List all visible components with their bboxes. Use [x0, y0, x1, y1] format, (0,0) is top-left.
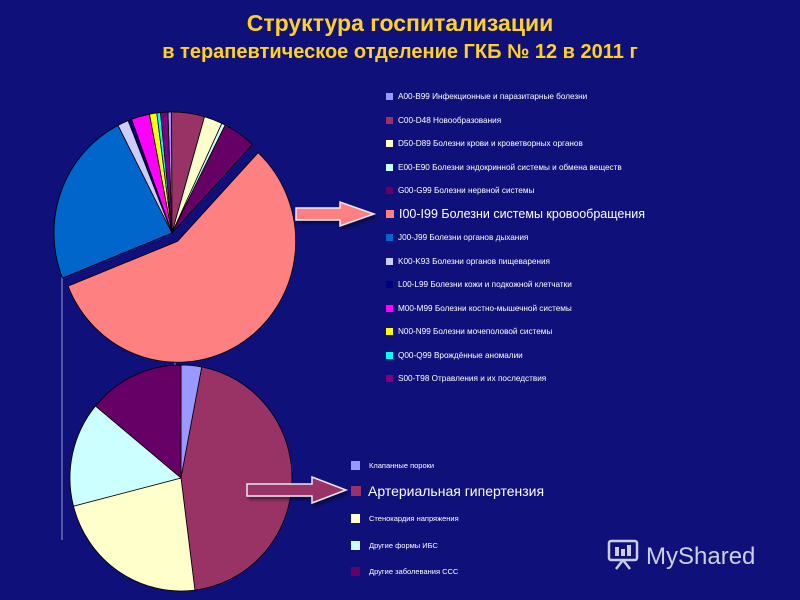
legend-swatch — [386, 93, 393, 100]
legend-swatch — [351, 514, 360, 523]
legend-swatch — [386, 209, 394, 218]
title-line-2: в терапевтическое отделение ГКБ № 12 в 2… — [162, 41, 638, 63]
legend2-item-2: Стенокардия напряжения — [351, 514, 459, 523]
legend-swatch — [386, 281, 393, 288]
legend-swatch — [386, 257, 393, 265]
title-line-1: Структура госпитализации — [246, 10, 554, 36]
legend-label: M00-M99 Болезни костно-мышечной системы — [398, 303, 572, 313]
legend-label: J00-J99 Болезни органов дыхания — [398, 233, 529, 242]
pie2-slice-1 — [180, 366, 293, 591]
legend-item-l00-l99: L00-L99 Болезни кожи и подкожной клетчат… — [386, 280, 572, 289]
legend-label: Стенокардия напряжения — [369, 514, 459, 523]
legend-label: C00-D48 Новообразования — [398, 115, 502, 125]
legend-label: A00-B99 Инфекционные и паразитарные боле… — [398, 92, 588, 101]
legend-item-j00-j99: J00-J99 Болезни органов дыхания — [386, 233, 528, 242]
legend-swatch — [386, 328, 393, 335]
legend-label: Клапанные пороки — [369, 461, 435, 470]
projector-screen-icon — [606, 537, 640, 576]
legend-item-e00-e90: E00-E90 Болезни эндокринной системы и об… — [386, 163, 622, 172]
pie1-slice-5 — [67, 152, 297, 363]
legend-label: S00-T98 Отравления и их последствия — [398, 374, 547, 383]
pie1-slice-6 — [53, 124, 173, 279]
legend-swatch — [386, 375, 393, 382]
legend-label: D50-D89 Болезни крови и кроветворных орг… — [398, 139, 583, 148]
legend-item-d50-d89: D50-D89 Болезни крови и кроветворных орг… — [386, 139, 583, 148]
legend-label: Артериальная гипертензия — [368, 482, 545, 499]
legend-swatch — [351, 461, 360, 470]
legend-item-q00-q99: Q00-Q99 Врождённые аномалии — [386, 351, 523, 360]
legend-label: E00-E90 Болезни эндокринной системы и об… — [398, 162, 622, 172]
legend-swatch — [386, 304, 393, 312]
legend-swatch — [386, 234, 393, 241]
legend-item-k00-k93: K00-K93 Болезни органов пищеварения — [386, 257, 550, 266]
legend-item-n00-n99: N00-N99 Болезни мочеполовой системы — [386, 327, 552, 336]
slide-title: Структура госпитализации в терапевтическ… — [0, 8, 800, 66]
legend-label: N00-N99 Болезни мочеполовой системы — [398, 327, 553, 336]
watermark-text: MyShared — [646, 542, 756, 570]
legend2-item-1: Артериальная гипертензия — [351, 483, 544, 499]
watermark: MyShared — [606, 537, 755, 576]
pie1-slice-12 — [160, 111, 173, 234]
legend-item-a00-b99: A00-B99 Инфекционные и паразитарные боле… — [386, 92, 587, 101]
legend2-item-4: Другие заболевания ССС — [351, 567, 458, 576]
pie2-slice-3 — [69, 405, 182, 507]
arrow-to-circulatory-legend — [295, 200, 377, 228]
pie-chart-circulatory-diseases — [69, 364, 293, 592]
legend-swatch — [386, 351, 393, 359]
legend-label: Q00-Q99 Врождённые аномалии — [398, 350, 523, 360]
pie2-slice-4 — [94, 364, 182, 479]
legend-swatch — [386, 163, 393, 171]
legend-label: Другие заболевания ССС — [369, 567, 459, 576]
legend-item-c00-d48: C00-D48 Новообразования — [386, 116, 501, 125]
legend-item-g00-g99: G00-G99 Болезни нервной системы — [386, 186, 534, 195]
pie1-slice-4 — [171, 124, 254, 234]
legend-item-s00-t98: S00-T98 Отравления и их последствия — [386, 374, 546, 383]
legend-label: L00-L99 Болезни кожи и подкожной клетчат… — [398, 280, 572, 289]
pie-chart-hospitalization-by-icd — [53, 111, 297, 363]
legend-swatch — [386, 116, 393, 124]
legend2-item-0: Клапанные пороки — [351, 461, 434, 470]
legend-label: K00-K93 Болезни органов пищеварения — [398, 256, 550, 266]
legend-item-m00-m99: M00-M99 Болезни костно-мышечной системы — [386, 304, 572, 313]
arrow-to-hypertension-legend — [246, 475, 349, 505]
legend-swatch — [386, 187, 393, 194]
legend2-item-3: Другие формы ИБС — [351, 540, 438, 550]
legend-item-i00-i99: I00-I99 Болезни системы кровообращения — [386, 207, 645, 221]
pie2-slice-2 — [73, 477, 196, 592]
legend-label: I00-I99 Болезни системы кровообращения — [399, 206, 645, 221]
legend-label: G00-G99 Болезни нервной системы — [398, 186, 535, 195]
legend-label: Другие формы ИБС — [369, 540, 438, 550]
legend-swatch — [351, 567, 360, 576]
legend-swatch — [351, 485, 361, 496]
legend-swatch — [386, 140, 393, 147]
legend-swatch — [351, 540, 360, 550]
